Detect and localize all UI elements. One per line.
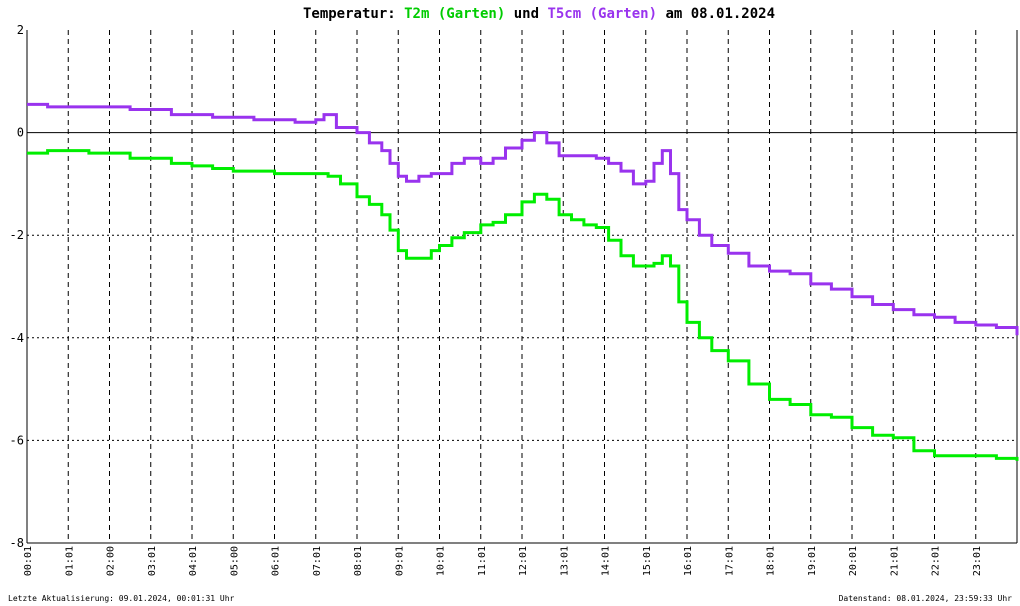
x-tick-label: 04:01 bbox=[188, 546, 199, 576]
title-suffix: am 08.01.2024 bbox=[657, 6, 775, 22]
series-t2m-line bbox=[27, 149, 1019, 461]
x-tick-label: 11:01 bbox=[477, 546, 488, 576]
x-tick-label: 18:01 bbox=[766, 546, 777, 576]
footer-data-status: Datenstand: 08.01.2024, 23:59:33 Uhr bbox=[839, 594, 1013, 603]
x-tick-label: 15:01 bbox=[642, 546, 653, 576]
x-tick-label: 07:01 bbox=[312, 546, 323, 576]
x-tick-label: 20:01 bbox=[848, 546, 859, 576]
x-tick-label: 09:01 bbox=[394, 546, 405, 576]
x-tick-label: 01:01 bbox=[64, 546, 75, 576]
x-tick-label: 00:01 bbox=[23, 546, 34, 576]
x-tick-label: 23:01 bbox=[972, 546, 983, 576]
series-t5cm-line bbox=[27, 102, 1019, 336]
x-tick-label: 02:00 bbox=[106, 546, 117, 576]
x-tick-label: 06:01 bbox=[271, 546, 282, 576]
title-middle: und bbox=[505, 6, 547, 22]
footer-last-update: Letzte Aktualisierung: 09.01.2024, 00:01… bbox=[8, 594, 235, 603]
x-tick-label: 10:01 bbox=[436, 546, 447, 576]
y-tick-label: -2 bbox=[10, 228, 24, 242]
x-tick-label: 21:01 bbox=[889, 546, 900, 576]
x-tick-label: 03:01 bbox=[147, 546, 158, 576]
y-tick-label: 0 bbox=[17, 126, 24, 140]
x-tick-label: 14:01 bbox=[601, 546, 612, 576]
chart-title: Temperatur: T2m (Garten) und T5cm (Garte… bbox=[303, 6, 775, 22]
x-tick-label: 08:01 bbox=[353, 546, 364, 576]
x-tick-label: 16:01 bbox=[683, 546, 694, 576]
y-tick-label: -4 bbox=[10, 331, 24, 345]
x-tick-label: 12:01 bbox=[518, 546, 529, 576]
x-tick-label: 19:01 bbox=[807, 546, 818, 576]
x-tick-label: 13:01 bbox=[559, 546, 570, 576]
y-tick-label: -6 bbox=[10, 433, 24, 447]
x-tick-label: 22:01 bbox=[931, 546, 942, 576]
y-tick-label: -8 bbox=[10, 536, 24, 550]
title-prefix: Temperatur: bbox=[303, 6, 404, 22]
x-tick-label: 05:00 bbox=[229, 546, 240, 576]
grid bbox=[27, 30, 1017, 543]
series-layer bbox=[27, 102, 1019, 461]
tick-labels: 2 0 -2 -4 -6 -800:01 01:01 02:00 03:01 04:01 05:00… bbox=[10, 23, 983, 576]
title-series-1: T2m (Garten) bbox=[404, 6, 505, 22]
title-series-2: T5cm (Garten) bbox=[547, 6, 657, 22]
y-tick-label: 2 bbox=[17, 23, 24, 37]
x-tick-label: 17:01 bbox=[724, 546, 735, 576]
